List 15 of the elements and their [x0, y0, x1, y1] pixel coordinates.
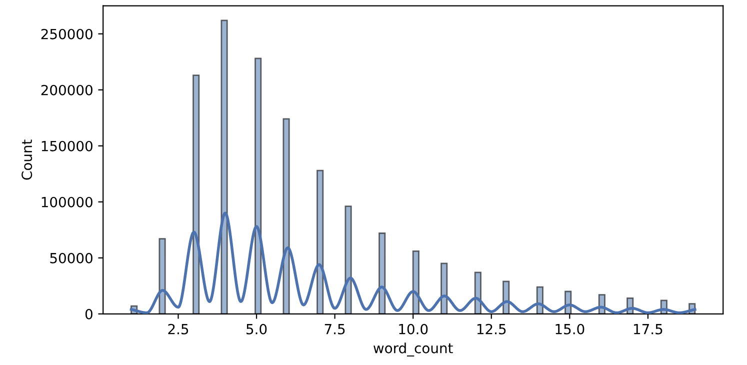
- x-tick-label: 17.5: [634, 324, 662, 334]
- y-axis-title: Count: [22, 140, 32, 180]
- x-tick-label: 10.0: [399, 324, 428, 334]
- x-tick-label: 15.0: [556, 324, 584, 334]
- y-tick-label: 200000: [41, 84, 92, 96]
- y-tick-label: 150000: [42, 140, 92, 152]
- y-tick-label: 100000: [42, 196, 92, 208]
- x-tick-label: 7.5: [324, 324, 345, 334]
- y-tick-label: 0: [85, 308, 92, 320]
- y-tick-label: 250000: [41, 28, 92, 40]
- x-tick-label: 2.5: [168, 324, 188, 334]
- y-tick-label: 50000: [50, 252, 92, 264]
- x-tick-label: 12.5: [477, 324, 506, 334]
- x-tick-label: 5.0: [246, 324, 267, 334]
- x-axis-title: word_count: [374, 342, 453, 356]
